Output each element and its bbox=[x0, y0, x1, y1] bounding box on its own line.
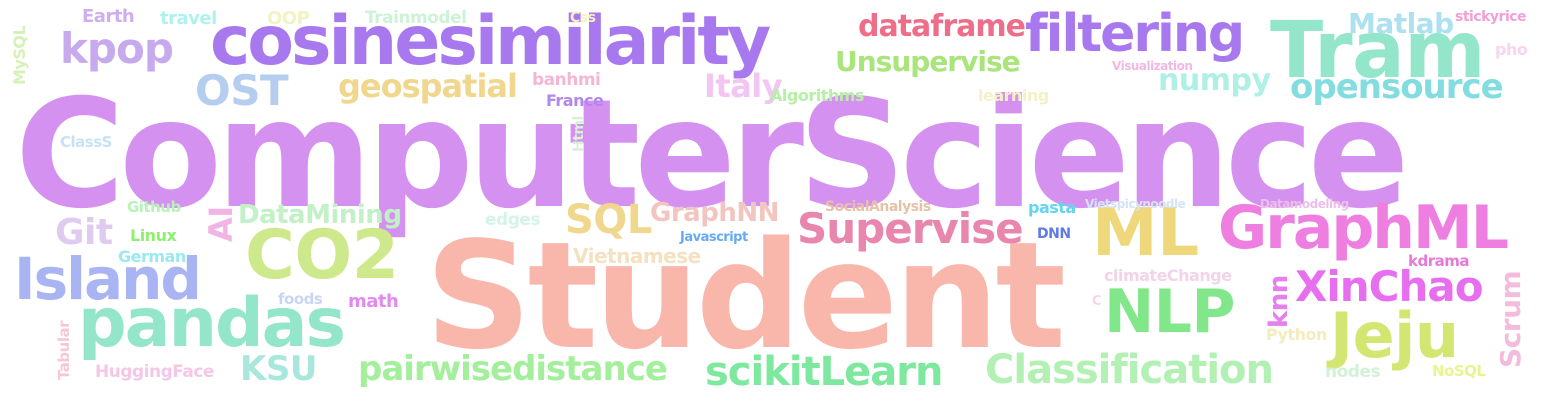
word-github: Github bbox=[127, 198, 181, 216]
word-matlab: Matlab bbox=[1348, 7, 1454, 40]
word-island: Island bbox=[14, 245, 202, 313]
word-xinchao: XinChao bbox=[1295, 262, 1484, 311]
word-vietnamese: Vietnamese bbox=[573, 244, 701, 268]
word-visualization: Visualization bbox=[1112, 59, 1193, 73]
word-travel: travel bbox=[160, 8, 217, 29]
word-italy: Italy bbox=[704, 67, 783, 105]
word-climatechange: climateChange bbox=[1104, 266, 1232, 285]
word-ml: ML bbox=[1092, 194, 1199, 271]
word-math: math bbox=[348, 291, 399, 312]
word-ost: OST bbox=[195, 66, 289, 115]
word-html: Html bbox=[571, 116, 587, 152]
word-mysql: MySQL bbox=[10, 25, 29, 85]
word-pairwisedistance: pairwisedistance bbox=[358, 349, 668, 389]
word-pasta: pasta bbox=[1028, 198, 1076, 217]
word-scikitlearn: scikitLearn bbox=[705, 349, 943, 395]
word-kpop: kpop bbox=[60, 24, 174, 73]
word-ai: AI bbox=[202, 206, 240, 242]
word-dataframe: dataframe bbox=[858, 9, 1026, 44]
word-computerscience: ComputerScience bbox=[15, 68, 1410, 242]
word-jeju: Jeju bbox=[1330, 299, 1459, 372]
word-geospatial: geospatial bbox=[338, 67, 518, 105]
word-scrum: Scrum bbox=[1494, 270, 1527, 368]
word-oop: OOP bbox=[267, 8, 310, 29]
word-nodes: nodes bbox=[1325, 362, 1381, 382]
word-german: German bbox=[118, 247, 186, 266]
word-classification: Classification bbox=[985, 347, 1274, 393]
word-supervise: Supervise bbox=[797, 204, 1024, 253]
word-opensource: opensource bbox=[1290, 67, 1504, 107]
word-sql: SQL bbox=[565, 197, 652, 243]
word-socialanalysis: SocialAnalysis bbox=[825, 199, 931, 215]
word-css: Css bbox=[570, 10, 596, 26]
word-javascript: Javascript bbox=[680, 230, 748, 245]
word-c: C bbox=[1092, 294, 1102, 309]
word-pho: pho bbox=[1495, 40, 1528, 59]
word-unsupervise: Unsupervise bbox=[835, 45, 1021, 78]
word-graphnn: GraphNN bbox=[650, 198, 779, 228]
word-git: Git bbox=[55, 212, 113, 253]
word-numpy: numpy bbox=[1158, 63, 1271, 98]
word-kdrama: kdrama bbox=[1408, 252, 1469, 270]
word-banhmi: banhmi bbox=[532, 70, 601, 90]
word-python: Python bbox=[1266, 325, 1327, 344]
word-stickyrice: stickyrice bbox=[1455, 9, 1527, 25]
word-filtering: filtering bbox=[1025, 4, 1245, 64]
word-vietspicynoodle: Vietspicynoodle bbox=[1085, 197, 1186, 211]
word-trainmodel: Trainmodel bbox=[365, 8, 467, 28]
word-tram: Tram bbox=[1270, 6, 1486, 96]
word-dnn: DNN bbox=[1037, 226, 1071, 242]
word-earth: Earth bbox=[82, 6, 135, 27]
word-france: France bbox=[546, 91, 604, 110]
word-linux: Linux bbox=[130, 226, 177, 245]
word-huggingface: HuggingFace bbox=[95, 362, 214, 382]
word-learning: learning bbox=[978, 86, 1049, 105]
word-datamining: DataMining bbox=[238, 200, 402, 230]
word-co2: CO2 bbox=[245, 216, 399, 295]
word-algorithms: Algorithms bbox=[770, 86, 864, 105]
word-nlp: NLP bbox=[1104, 277, 1235, 347]
word-cosinesimilarity: cosinesimilarity bbox=[210, 2, 771, 81]
word-graphml: GraphML bbox=[1218, 193, 1509, 263]
word-student: Student bbox=[425, 210, 1066, 382]
word-pandas: pandas bbox=[78, 284, 346, 363]
word-knn: knn bbox=[1264, 275, 1294, 328]
word-datamodeling: Datamodeling bbox=[1260, 197, 1349, 211]
word-foods: foods bbox=[278, 290, 323, 308]
word-classs: ClassS bbox=[60, 133, 112, 151]
word-tabular: Tabular bbox=[55, 321, 73, 380]
word-nosql: NoSQL bbox=[1432, 362, 1486, 380]
word-edges: edges bbox=[485, 210, 541, 230]
word-ksu: KSU bbox=[240, 349, 317, 389]
